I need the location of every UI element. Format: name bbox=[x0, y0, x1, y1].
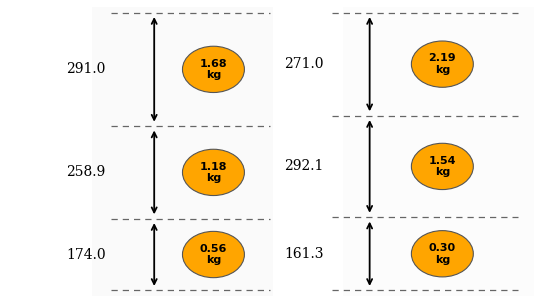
Text: 1.54
kg: 1.54 kg bbox=[429, 156, 456, 177]
Ellipse shape bbox=[183, 46, 245, 92]
Ellipse shape bbox=[183, 231, 245, 278]
Bar bbox=[343, 7, 534, 296]
Bar bbox=[92, 7, 273, 296]
Ellipse shape bbox=[411, 41, 474, 87]
Text: 1.68
kg: 1.68 kg bbox=[200, 58, 227, 80]
Ellipse shape bbox=[411, 231, 474, 277]
Text: 258.9: 258.9 bbox=[66, 165, 106, 179]
Ellipse shape bbox=[411, 143, 474, 190]
Text: 174.0: 174.0 bbox=[66, 248, 106, 262]
Text: 161.3: 161.3 bbox=[285, 247, 324, 261]
Text: 271.0: 271.0 bbox=[285, 57, 324, 71]
Text: 2.19
kg: 2.19 kg bbox=[429, 53, 456, 75]
Ellipse shape bbox=[183, 149, 245, 196]
Text: 1.18
kg: 1.18 kg bbox=[200, 162, 227, 183]
Text: 0.56
kg: 0.56 kg bbox=[200, 244, 227, 265]
Text: 292.1: 292.1 bbox=[285, 159, 324, 173]
Text: 0.30
kg: 0.30 kg bbox=[429, 243, 456, 265]
Text: 291.0: 291.0 bbox=[66, 62, 106, 76]
